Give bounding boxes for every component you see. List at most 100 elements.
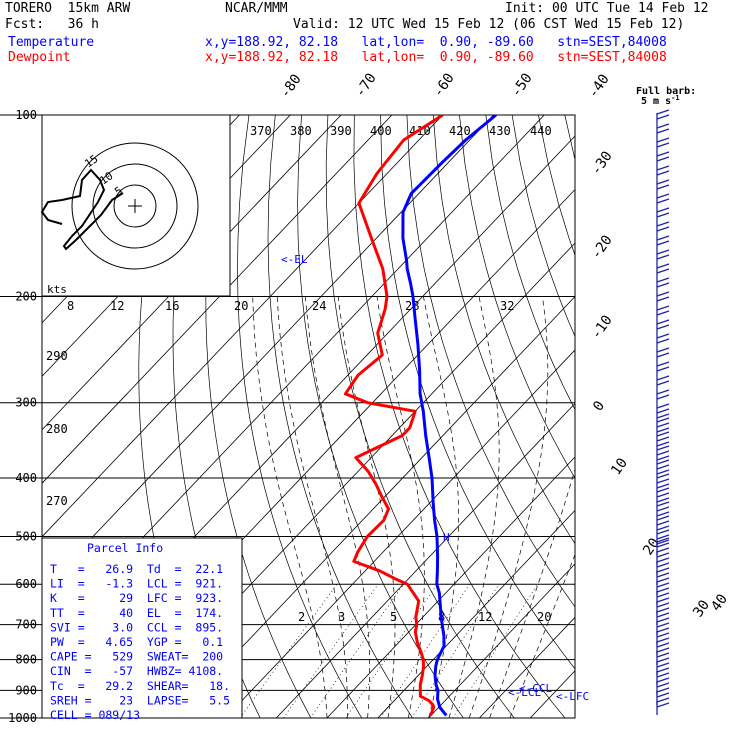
dewpoint-legend-label: Dewpoint <box>8 50 71 65</box>
isotherm-label: -60 <box>430 70 458 100</box>
wind-barb-flag <box>656 577 670 583</box>
wind-barb-flag <box>656 657 670 663</box>
dry-adiabat <box>237 115 363 718</box>
dry-adiabat <box>406 115 575 608</box>
wind-key-value: 5 m s-1 <box>641 94 680 107</box>
mixing-ratio-label: 5 <box>390 610 397 624</box>
pressure-tick-label: 300 <box>15 396 37 410</box>
wind-barb-flag <box>656 642 670 648</box>
wind-barb-flag <box>656 607 670 613</box>
isotherm-label: -80 <box>277 71 305 101</box>
isotherm-line <box>479 616 575 718</box>
moist-adiabat <box>489 467 575 718</box>
hodograph-ring <box>113 184 157 228</box>
parcel-info-box: Parcel Info T = 26.9 Td = 22.1LI = -1.3 … <box>41 537 243 722</box>
dry-adiabat <box>538 115 575 257</box>
moist-adiabat <box>423 296 459 718</box>
parcel-info-title: Parcel Info <box>87 541 163 555</box>
parcel-info-row: CIN = -57 HWBZ= 4108. <box>50 664 223 678</box>
dry-adiabat <box>325 115 515 718</box>
wind-barb-flag <box>656 547 670 553</box>
mixing-ratio-line <box>283 583 379 718</box>
mixing-ratio-lines <box>239 583 538 718</box>
wind-barb-flag <box>656 296 670 302</box>
wind-barb-flag <box>656 637 670 643</box>
wind-barb-flag <box>656 441 670 447</box>
wind-barb-flag <box>656 380 670 386</box>
mixing-ratio-label: 20 <box>234 299 248 313</box>
wind-barb-flag <box>656 622 670 628</box>
wind-barb-flag <box>656 534 670 540</box>
ccl-annotation: <-CCL <box>519 682 552 695</box>
lcl-annotation: <-LCL <box>508 686 541 699</box>
init-time: Init: 00 UTC Tue 14 Feb 12 <box>505 1 709 16</box>
theta-label: 400 <box>370 124 392 138</box>
wind-barb-flag <box>656 394 670 400</box>
wind-barb-flag <box>656 572 670 578</box>
pressure-tick-label: 600 <box>15 577 37 591</box>
wind-barb-flag <box>656 427 670 433</box>
mixing-ratio-label: 12 <box>110 299 124 313</box>
isotherm-line <box>42 115 494 591</box>
pressure-tick-label: 1000 <box>8 711 37 725</box>
wind-barb-flag <box>656 529 670 535</box>
moist-adiabat <box>276 296 348 718</box>
wind-barb-flag <box>656 562 670 568</box>
wind-barb-flag <box>656 501 670 507</box>
wind-barb-flag <box>656 473 670 479</box>
wind-barb-flag <box>656 602 670 608</box>
dry-adiabat <box>670 115 740 718</box>
wind-barb-flag <box>656 469 670 475</box>
parcel-info-row: T = 26.9 Td = 22.1 <box>50 562 223 576</box>
pressure-tick-label: 900 <box>15 683 37 697</box>
wind-barb-flag <box>656 347 670 353</box>
wind-barb-flag <box>656 487 670 493</box>
isotherm-label: -40 <box>585 71 613 101</box>
dry-adiabat <box>564 115 575 162</box>
wind-barb-flag <box>656 445 670 451</box>
wind-barb-flag <box>656 520 670 526</box>
wind-barb-flag <box>656 114 670 120</box>
dry-adiabat <box>511 115 575 338</box>
mixing-ratio-label: 8 <box>67 299 74 313</box>
isotherm-label: -30 <box>588 148 616 178</box>
wind-barb-flag <box>656 123 670 129</box>
mixing-ratio-label: 32 <box>500 299 514 313</box>
wind-barb-flag <box>656 627 670 633</box>
dry-adiabat <box>432 115 575 545</box>
pressure-tick-label: 500 <box>15 529 37 543</box>
wind-barb-flag <box>656 537 670 543</box>
wind-barb-flag <box>656 361 670 367</box>
wind-barb-flag <box>656 156 670 162</box>
pressure-tick-label: 400 <box>15 471 37 485</box>
isotherm-line <box>275 402 575 718</box>
wind-barb-flag <box>656 557 670 563</box>
mixing-ratio-line <box>239 583 338 718</box>
wind-barb-flag <box>656 193 670 199</box>
isotherm-label: -70 <box>352 70 380 100</box>
wind-barb-flag <box>656 277 670 283</box>
lfc-annotation: <-LFC <box>556 690 589 703</box>
hodograph-ring-label: 15 <box>82 152 100 170</box>
wind-barb-flag <box>656 497 670 503</box>
isotherm-label: -20 <box>588 232 616 262</box>
mixing-ratio-label: 12 <box>478 610 492 624</box>
wind-barb-flag <box>656 597 670 603</box>
wind-barb-flag <box>656 413 670 419</box>
dry-adiabat <box>459 115 575 479</box>
dry-adiabat <box>485 115 575 411</box>
dry-adiabat <box>644 115 740 718</box>
theta-label: 390 <box>330 124 352 138</box>
wind-key-title: Full barb: <box>636 86 696 97</box>
dry-adiabat <box>380 115 575 670</box>
isotherm-label: -50 <box>508 70 536 100</box>
isotherm-line <box>225 349 575 718</box>
wind-barb-flag <box>656 366 670 372</box>
isotherm-line <box>529 670 575 718</box>
temperature-station-info: x,y=188.92, 82.18 lat,lon= 0.90, -89.60 … <box>205 35 667 50</box>
isotherm-line <box>174 295 575 718</box>
moist-adiabat <box>337 296 396 718</box>
isotherm-label: -10 <box>588 312 616 342</box>
parcel-info-row: SVI = 3.0 CCL = 895. <box>50 620 223 634</box>
dry-adiabat <box>696 115 740 718</box>
